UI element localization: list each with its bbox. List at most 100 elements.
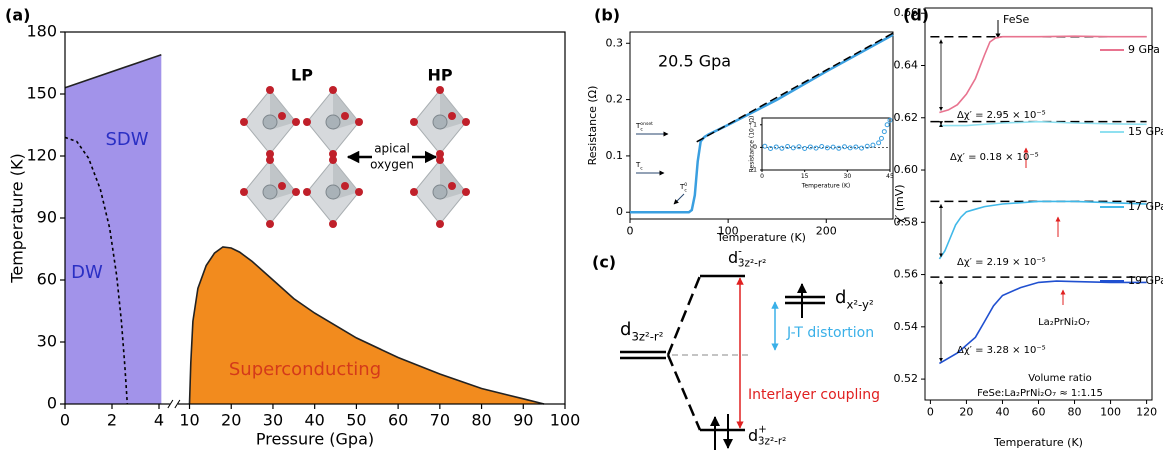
inset-point xyxy=(847,145,853,151)
y-tick-label: 0.54 xyxy=(894,320,919,333)
oxygen xyxy=(266,86,274,94)
inset-point xyxy=(876,140,882,146)
marker-label-sub: c xyxy=(640,127,643,132)
level-label-base: d xyxy=(728,248,738,267)
level-label: dx²-y² xyxy=(835,287,874,311)
x-tick-label: 20 xyxy=(221,411,241,430)
inset-point xyxy=(785,143,791,149)
plot-frame xyxy=(924,7,1153,401)
dw-boundary xyxy=(64,136,129,405)
oxygen xyxy=(303,188,311,196)
delta-label: Δχ′ = 2.95 × 10⁻⁵ xyxy=(957,110,1046,121)
inset-point xyxy=(836,145,842,151)
legend-label: 15 GPa xyxy=(1128,125,1163,138)
oxygen xyxy=(292,188,300,196)
x-tick-label: 40 xyxy=(304,411,324,430)
inset-point xyxy=(870,142,876,148)
x-tick-label: 120 xyxy=(1136,405,1157,418)
level-label-sub: 3z²-r² xyxy=(738,258,766,270)
y-axis-label: Resistance (Ω) xyxy=(586,86,599,166)
level-label-sub: 3z²-r² xyxy=(758,436,786,448)
inset-point xyxy=(779,145,785,151)
oxygen xyxy=(240,188,248,196)
inset-point xyxy=(773,144,779,150)
inset-point xyxy=(819,143,825,149)
linear-fit xyxy=(696,32,894,143)
x-tick-label: 50 xyxy=(346,411,366,430)
nickel xyxy=(325,184,341,200)
x-tick-label: 20 xyxy=(959,405,973,418)
chi-curve xyxy=(939,120,1147,127)
y-tick-label: 180 xyxy=(26,22,57,41)
y-tick-label: 90 xyxy=(37,208,57,227)
level-label-base: d xyxy=(748,426,758,445)
nickel xyxy=(432,114,448,130)
inset-point xyxy=(813,145,819,151)
structure-label: LP xyxy=(291,66,313,85)
marker-label-base: T xyxy=(635,122,641,130)
x-tick-label: 90 xyxy=(513,411,533,430)
y-tick-label: 0.3 xyxy=(606,36,624,49)
annotation: Volume ratio xyxy=(1028,373,1091,384)
oxygen xyxy=(278,112,286,120)
nickel xyxy=(325,114,341,130)
axis-break xyxy=(167,399,174,409)
marker-arrow xyxy=(673,193,685,205)
y-tick-label: 0 xyxy=(47,394,57,413)
annotation: apical xyxy=(374,142,410,156)
y-tick-label: 0 xyxy=(616,205,623,218)
x-axis-label: Temperature (K) xyxy=(801,183,851,190)
panel-label: (c) xyxy=(592,253,616,272)
nickel xyxy=(262,114,278,130)
inset-point xyxy=(796,144,802,150)
marker-label: T0 c xyxy=(679,182,687,193)
plot-frame xyxy=(761,117,891,171)
x-axis-label: Temperature (K) xyxy=(716,231,806,244)
x-tick-label: 80 xyxy=(471,411,491,430)
inset-point xyxy=(768,146,774,152)
y-tick-label: 120 xyxy=(26,146,57,165)
level-label-sup: + xyxy=(758,424,767,436)
region-label: DW xyxy=(71,262,103,283)
y-axis-label: Resistance (10⁻⁴Ω) xyxy=(749,116,756,173)
oxygen xyxy=(436,150,444,158)
oxygen xyxy=(410,118,418,126)
x-tick-label: 2 xyxy=(107,411,117,430)
oxygen xyxy=(436,220,444,228)
level-label-base: d xyxy=(620,319,631,340)
structure-label: HP xyxy=(427,66,452,85)
oxygen xyxy=(278,182,286,190)
oxygen xyxy=(448,182,456,190)
panel-label: (b) xyxy=(594,6,620,25)
delta-label: Δχ′ = 3.28 × 10⁻⁵ xyxy=(957,345,1046,356)
marker-label: Tc xyxy=(635,161,643,171)
annotation: J-T distortion xyxy=(786,325,874,341)
region-label: SDW xyxy=(105,129,148,150)
marker-label-base: T xyxy=(679,183,685,191)
inset-point xyxy=(878,135,884,141)
level-label-sup: - xyxy=(738,246,742,258)
level-line xyxy=(666,275,702,356)
chi-curve xyxy=(938,200,1147,260)
oxygen xyxy=(462,188,470,196)
chi-curve xyxy=(938,280,1147,365)
oxygen xyxy=(329,86,337,94)
x-tick-label: 4 xyxy=(154,411,164,430)
x-axis-label: Temperature (K) xyxy=(993,436,1083,449)
region-label: Superconducting xyxy=(229,359,381,380)
x-tick-label: 30 xyxy=(263,411,283,430)
marker-label-sup: onset xyxy=(640,121,653,127)
x-tick-label: 0 xyxy=(627,224,634,237)
y-tick-label: 0.56 xyxy=(894,268,919,281)
phase-region xyxy=(189,246,545,404)
resistance-curve xyxy=(630,33,894,214)
phase-boundary xyxy=(64,53,162,89)
delta-label: Δχ′ = 2.19 × 10⁻⁵ xyxy=(957,257,1046,268)
oxygen xyxy=(240,118,248,126)
level-line xyxy=(666,354,702,431)
y-tick-label: 0.52 xyxy=(894,372,919,385)
oxygen xyxy=(341,112,349,120)
y-tick-label: 60 xyxy=(37,270,57,289)
marker-label-sub: c xyxy=(684,188,687,193)
